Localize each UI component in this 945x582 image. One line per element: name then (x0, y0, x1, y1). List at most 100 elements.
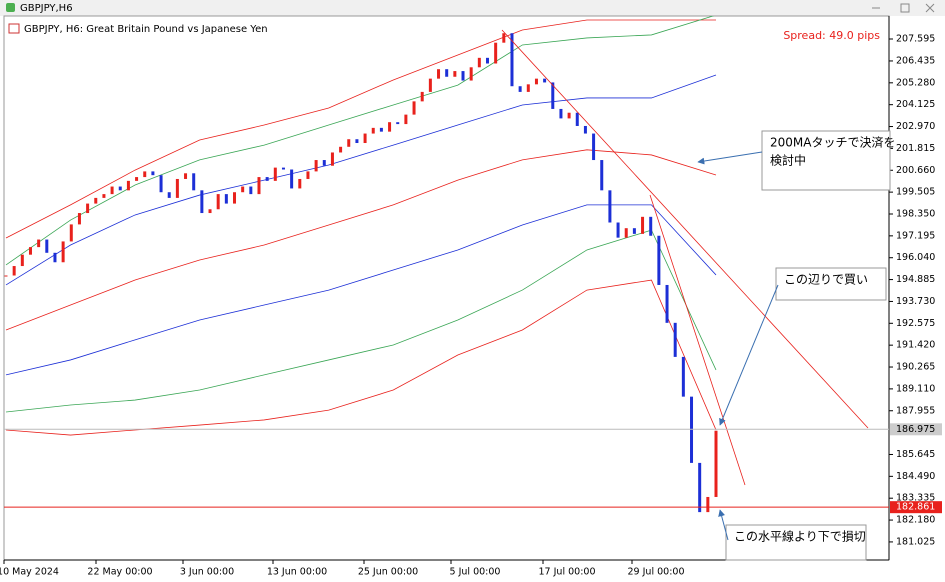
candle (298, 178, 302, 189)
chart-title: GBPJPY, H6: Great Britain Pound vs Japan… (24, 24, 268, 35)
y-tick-label: 201.815 (896, 143, 935, 154)
candle (339, 146, 343, 153)
indicator-line (5, 229, 717, 413)
x-tick-label: 3 Jun 00:00 (180, 567, 234, 578)
annotation-box (775, 267, 887, 301)
candle (192, 173, 196, 191)
y-tick-label: 205.280 (896, 77, 935, 88)
x-tick-label: 13 Jun 00:00 (267, 567, 327, 578)
trend-line (501, 29, 869, 429)
candle (567, 112, 571, 119)
candle (249, 186, 253, 195)
candle (559, 108, 563, 119)
x-tick-label: 10 May 2024 (0, 567, 59, 578)
candle (355, 139, 359, 144)
candle (20, 254, 24, 267)
candle (437, 69, 441, 79)
candle (396, 122, 400, 125)
y-tick-label: 191.420 (896, 340, 935, 351)
y-tick-label: 184.490 (896, 471, 935, 482)
candle (698, 462, 702, 513)
x-tick-label: 5 Jul 00:00 (450, 567, 501, 578)
annotation-text: 検討中 (770, 153, 806, 168)
candle (453, 71, 457, 77)
candle (28, 247, 32, 255)
spread: Spread: 49.0 pips (783, 29, 880, 42)
candle (135, 177, 139, 181)
candle (273, 167, 277, 181)
candle (616, 222, 620, 238)
y-tick-label: 185.645 (896, 449, 935, 460)
candle (151, 171, 155, 176)
hline-label: 182.861 (896, 502, 935, 513)
candle (94, 197, 98, 204)
candle (388, 122, 392, 132)
candle (330, 152, 334, 166)
candle (706, 496, 710, 513)
y-tick-label: 181.025 (896, 536, 935, 547)
candle (281, 167, 285, 170)
candle (175, 178, 179, 198)
candle (551, 82, 555, 109)
candle (714, 430, 718, 497)
y-tick-label: 183.335 (896, 493, 935, 504)
x-tick-label: 29 Jul 00:00 (628, 567, 685, 578)
candle (379, 127, 383, 132)
candle (224, 194, 228, 204)
candle (502, 33, 506, 43)
candle (200, 190, 204, 214)
y-tick-label: 182.180 (896, 515, 935, 526)
candle (184, 173, 188, 179)
candle (37, 239, 41, 248)
candle (641, 216, 645, 234)
candle (575, 112, 579, 126)
annotation-text: 200MAタッチで決済を (770, 135, 895, 150)
x-tick-label: 22 May 00:00 (87, 567, 152, 578)
plot-layer (4, 16, 869, 513)
candle (657, 235, 661, 285)
x-tick-label: 25 Jun 00:00 (358, 567, 418, 578)
bid-label: 186.975 (896, 424, 935, 435)
y-tick-label: 193.730 (896, 296, 935, 307)
candle (126, 180, 130, 191)
title-bar (0, 0, 945, 16)
candle (534, 78, 538, 85)
annotation-text: この辺りで買い (784, 273, 868, 287)
candle (53, 252, 57, 263)
y-tick-label: 202.970 (896, 121, 935, 132)
candle (347, 139, 351, 147)
candle (477, 57, 481, 68)
candle (420, 91, 424, 102)
candle (608, 190, 612, 223)
indicator-line (5, 16, 715, 266)
close-button[interactable] (925, 3, 935, 13)
candle (322, 160, 326, 166)
candle (600, 160, 604, 191)
y-tick-label: 207.595 (896, 33, 935, 44)
candle (485, 57, 489, 64)
plot-area (3, 15, 890, 561)
annotation-arrow (719, 284, 779, 426)
y-tick-label: 189.110 (896, 383, 935, 394)
candle (543, 78, 547, 83)
candle (461, 71, 465, 81)
candle (86, 203, 90, 214)
candle (306, 171, 310, 179)
candle (510, 33, 514, 87)
candle (12, 266, 16, 276)
app-icon (6, 3, 15, 12)
maximize-button[interactable] (900, 3, 910, 13)
candle (45, 239, 49, 253)
annotation-arrow (718, 509, 729, 541)
annotation-text: この水平線より下で損切 (734, 529, 866, 544)
annotation-box (761, 130, 891, 191)
y-tick-label: 197.195 (896, 230, 935, 241)
y-tick-label: 198.350 (896, 208, 935, 219)
candle (371, 127, 375, 134)
y-tick-label: 190.265 (896, 362, 935, 373)
candle (257, 177, 261, 195)
candle (77, 213, 81, 225)
candle (69, 224, 73, 242)
candle (118, 186, 122, 191)
candle (592, 133, 596, 161)
